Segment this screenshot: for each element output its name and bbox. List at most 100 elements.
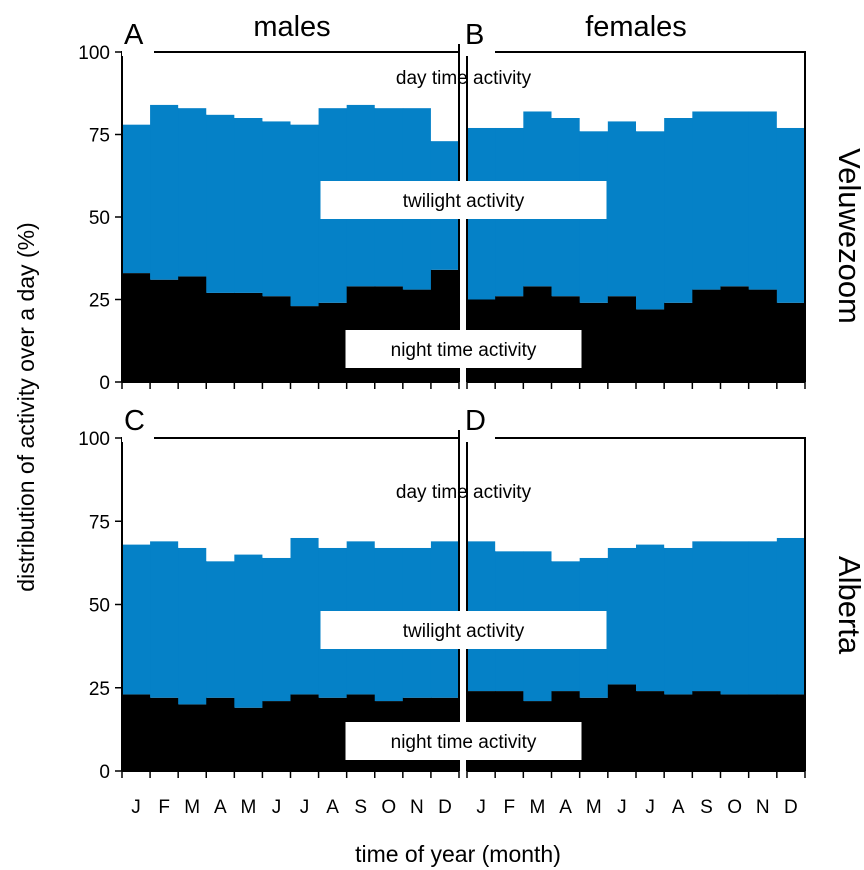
bar-b-day-6	[607, 52, 637, 122]
bar-b-day-5	[579, 52, 609, 132]
y-tick-label-a: 100	[78, 43, 110, 64]
month-label-males-5: M	[240, 797, 256, 818]
bar-c-twilight-4	[206, 561, 235, 698]
bar-c-day-8	[318, 438, 348, 548]
bar-a-day-1	[122, 52, 151, 125]
bar-c-night-2	[150, 697, 179, 771]
bar-c-night-3	[178, 704, 207, 771]
bar-d-night-5	[579, 697, 609, 771]
month-label-males-12: D	[438, 797, 452, 818]
bar-c-twilight-5	[234, 554, 264, 708]
month-label-males-8: A	[326, 797, 339, 818]
month-label-females-4: A	[559, 797, 572, 818]
bar-b-day-1	[467, 52, 496, 128]
month-label-females-10: O	[727, 797, 742, 818]
panel-letter-d: D	[465, 405, 486, 437]
bar-b-day-2	[495, 52, 524, 128]
bar-d-day-11	[748, 438, 778, 542]
y-tick-label-a: 50	[89, 208, 110, 229]
bar-c-twilight-7	[290, 537, 320, 695]
bar-a-twilight-4	[206, 114, 235, 293]
region-label-twilight-1: twilight activity	[403, 191, 525, 212]
month-label-males-7: J	[300, 797, 310, 818]
panel-letter-c: C	[124, 405, 145, 437]
bar-c-day-5	[234, 438, 264, 555]
bar-b-twilight-8	[664, 118, 693, 303]
region-label-bg-night-1	[345, 330, 582, 368]
bar-a-night-8	[318, 302, 348, 382]
bar-d-day-5	[579, 438, 609, 558]
bar-c-day-3	[178, 438, 207, 548]
y-tick-label-c: 100	[78, 429, 110, 450]
region-label-night-2: night time activity	[391, 732, 537, 753]
bar-c-twilight-1	[122, 544, 151, 695]
bar-d-day-1	[467, 438, 496, 542]
bar-a-night-5	[234, 292, 264, 382]
y-tick-label-a: 75	[89, 126, 110, 147]
bar-a-twilight-6	[262, 121, 292, 297]
bar-a-night-7	[290, 306, 320, 382]
bar-c-day-10	[374, 438, 404, 548]
bar-d-twilight-8	[664, 547, 693, 695]
region-label-twilight-2: twilight activity	[403, 621, 525, 642]
bar-a-twilight-5	[234, 118, 264, 293]
bar-b-night-8	[664, 302, 693, 382]
region-label-night-1: night time activity	[391, 340, 537, 361]
bar-d-day-4	[551, 438, 581, 562]
month-label-females-5: M	[586, 797, 602, 818]
month-label-females-1: J	[476, 797, 486, 818]
bar-c-day-1	[122, 438, 151, 545]
bar-a-night-6	[262, 296, 292, 382]
bar-d-day-6	[607, 438, 637, 548]
bar-b-day-10	[720, 52, 750, 112]
month-label-females-9: S	[700, 797, 713, 818]
column-gap-2	[459, 430, 467, 771]
bar-c-day-9	[346, 438, 376, 542]
panel-letter-b: B	[465, 19, 484, 51]
bar-c-night-6	[262, 701, 292, 771]
month-label-females-8: A	[672, 797, 685, 818]
bar-b-night-7	[636, 309, 665, 382]
column-title-females: females	[585, 11, 687, 43]
bar-c-day-4	[206, 438, 235, 562]
bar-d-night-7	[636, 691, 665, 771]
bar-c-twilight-2	[150, 541, 179, 698]
bar-d-night-8	[664, 694, 693, 771]
bar-d-twilight-11	[748, 541, 778, 695]
bar-a-twilight-7	[290, 124, 320, 307]
month-label-females-3: M	[530, 797, 546, 818]
bar-c-day-7	[290, 438, 320, 538]
bar-b-day-4	[551, 52, 581, 118]
month-label-females-7: J	[645, 797, 655, 818]
bar-b-twilight-10	[720, 111, 750, 287]
bar-d-night-6	[607, 684, 637, 771]
bar-b-twilight-11	[748, 111, 778, 290]
region-label-bg-night-2	[345, 722, 582, 760]
y-axis-label: distribution of activity over a day (%)	[13, 222, 39, 591]
bar-b-night-9	[692, 289, 722, 382]
month-label-males-2: F	[158, 797, 170, 818]
x-axis-label: time of year (month)	[355, 841, 561, 867]
bar-a-day-5	[234, 52, 264, 118]
month-label-males-10: O	[381, 797, 396, 818]
bar-a-day-3	[178, 52, 207, 109]
y-tick-label-a: 0	[99, 373, 110, 394]
month-label-males-9: S	[354, 797, 367, 818]
y-tick-label-c: 50	[89, 596, 110, 617]
panel-letter-bg-c	[122, 404, 154, 442]
row-title-veluwezoom: Veluwezoom	[832, 148, 864, 324]
bar-a-night-3	[178, 276, 207, 382]
row-title-alberta: Alberta	[832, 556, 864, 655]
bar-d-day-2	[495, 438, 524, 552]
bar-a-twilight-3	[178, 108, 207, 277]
bar-c-night-4	[206, 697, 235, 771]
bar-b-night-12	[776, 302, 806, 382]
bar-a-day-6	[262, 52, 292, 122]
bar-b-night-11	[748, 289, 778, 382]
bar-a-day-2	[150, 52, 179, 105]
bar-d-night-11	[748, 694, 778, 771]
bar-d-day-8	[664, 438, 693, 548]
bar-b-twilight-12	[776, 127, 806, 303]
